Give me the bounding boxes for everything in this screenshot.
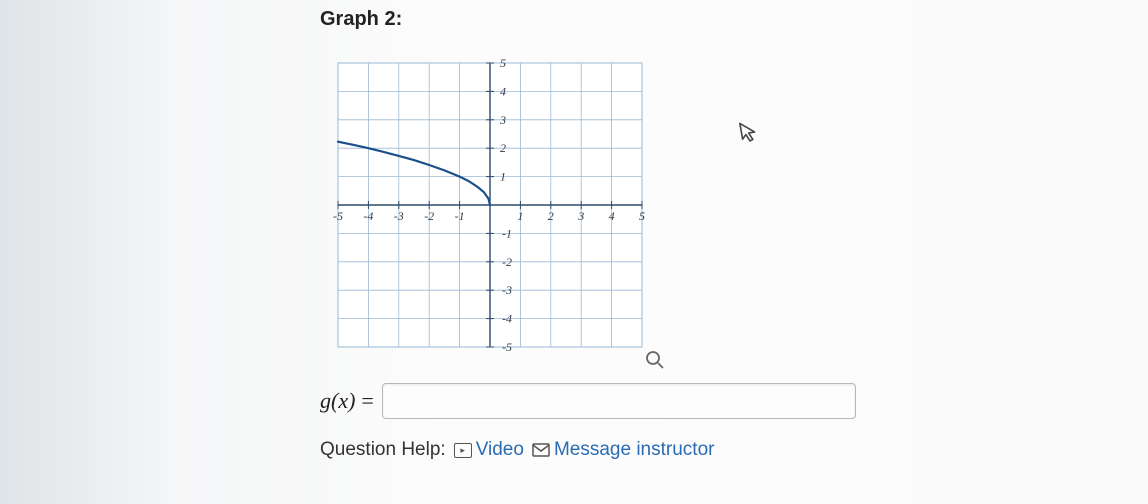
magnifier-icon — [645, 350, 665, 375]
svg-text:4: 4 — [609, 209, 615, 223]
svg-text:-4: -4 — [363, 209, 373, 223]
svg-text:3: 3 — [577, 209, 584, 223]
video-icon: ▸ — [454, 443, 472, 458]
svg-text:4: 4 — [500, 84, 506, 98]
message-instructor-link[interactable]: Message instructor — [532, 439, 715, 461]
video-help-link[interactable]: ▸ Video — [454, 439, 524, 461]
equals-sign: = — [361, 388, 373, 414]
answer-input[interactable] — [382, 383, 856, 419]
message-label: Message instructor — [554, 439, 715, 461]
answer-row: g(x) = — [320, 383, 856, 419]
svg-text:-3: -3 — [394, 209, 404, 223]
svg-text:-5: -5 — [502, 340, 512, 354]
svg-text:-2: -2 — [502, 255, 512, 269]
question-help-row: Question Help: ▸ Video Message instructo… — [320, 439, 856, 461]
svg-text:-1: -1 — [455, 209, 465, 223]
mail-icon — [532, 443, 550, 457]
video-label: Video — [476, 439, 524, 461]
svg-text:-4: -4 — [502, 312, 512, 326]
svg-text:1: 1 — [517, 209, 523, 223]
graph-title: Graph 2: — [320, 8, 856, 31]
svg-text:1: 1 — [500, 170, 506, 184]
chart-svg: -5 -4 -3 -2 -1 1 2 3 4 5 -5 -4 -3 -2 -1 1 2 3 4 5 — [320, 45, 660, 365]
svg-text:5: 5 — [639, 209, 645, 223]
svg-text:2: 2 — [548, 209, 554, 223]
svg-text:3: 3 — [499, 113, 506, 127]
svg-text:-3: -3 — [502, 283, 512, 297]
svg-text:2: 2 — [500, 141, 506, 155]
svg-text:-5: -5 — [333, 209, 343, 223]
function-label: g(x) — [320, 388, 355, 414]
svg-text:5: 5 — [500, 56, 506, 70]
chart-area: -5 -4 -3 -2 -1 1 2 3 4 5 -5 -4 -3 -2 -1 1 2 3 4 5 — [320, 45, 660, 365]
help-prefix: Question Help: — [320, 439, 446, 461]
svg-text:-1: -1 — [502, 226, 512, 240]
svg-text:-2: -2 — [424, 209, 434, 223]
